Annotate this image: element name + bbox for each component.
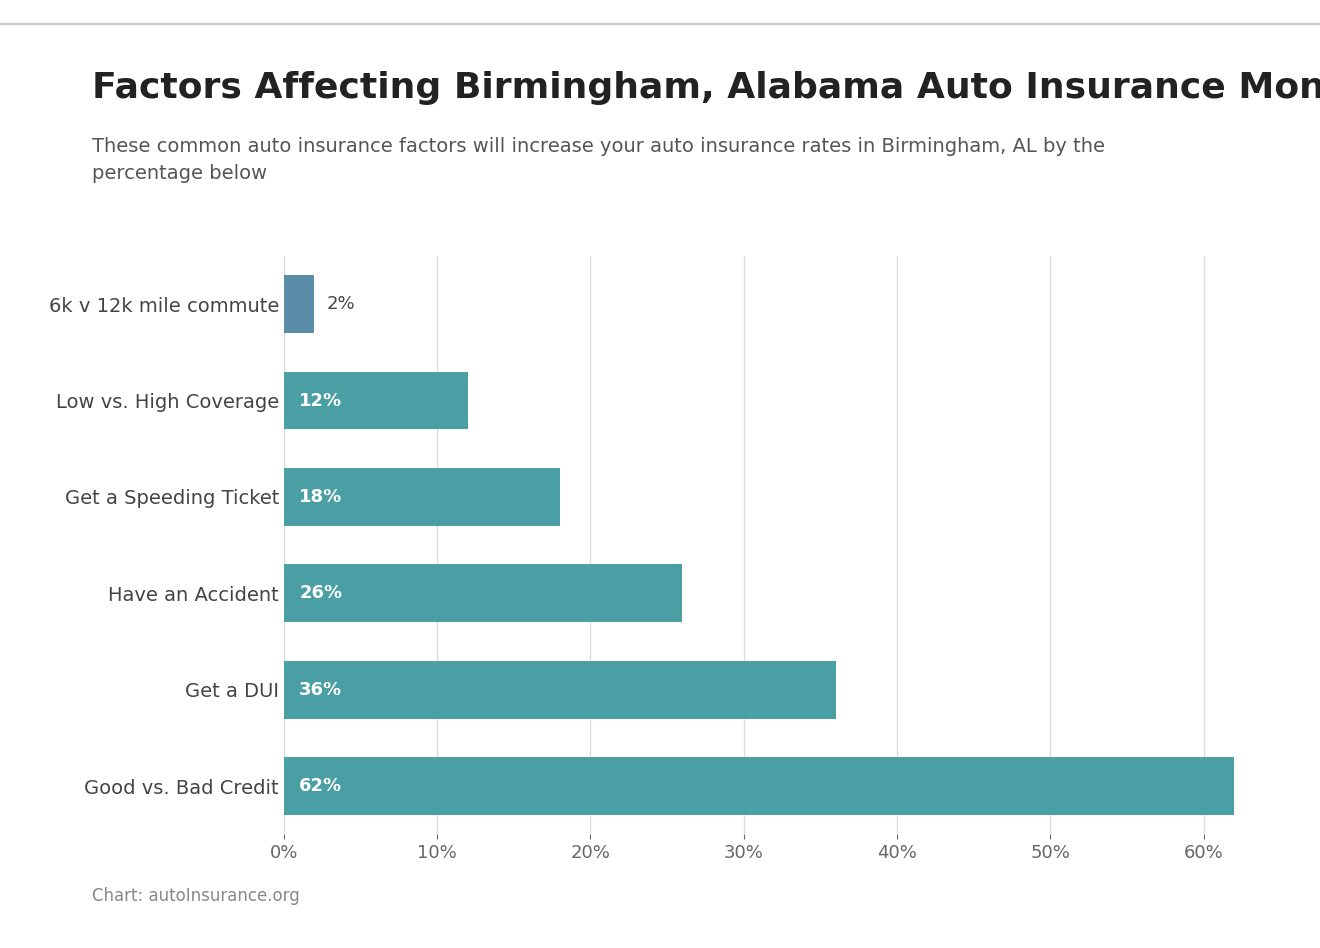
Text: Chart: autoInsurance.org: Chart: autoInsurance.org [92, 887, 300, 905]
Bar [284, 661, 836, 719]
Bar [284, 757, 1234, 815]
Text: 36%: 36% [300, 681, 342, 699]
Bar [284, 564, 682, 622]
Text: 18%: 18% [300, 488, 342, 506]
Bar [284, 372, 467, 429]
Text: These common auto insurance factors will increase your auto insurance rates in B: These common auto insurance factors will… [92, 137, 1105, 183]
Text: 12%: 12% [300, 392, 342, 410]
Text: 62%: 62% [300, 777, 342, 795]
Bar [284, 275, 314, 333]
Bar [284, 468, 560, 526]
Text: 2%: 2% [327, 295, 355, 313]
Text: Factors Affecting Birmingham, Alabama Auto Insurance Monthly Rates: Factors Affecting Birmingham, Alabama Au… [92, 71, 1320, 105]
Text: 26%: 26% [300, 584, 342, 602]
